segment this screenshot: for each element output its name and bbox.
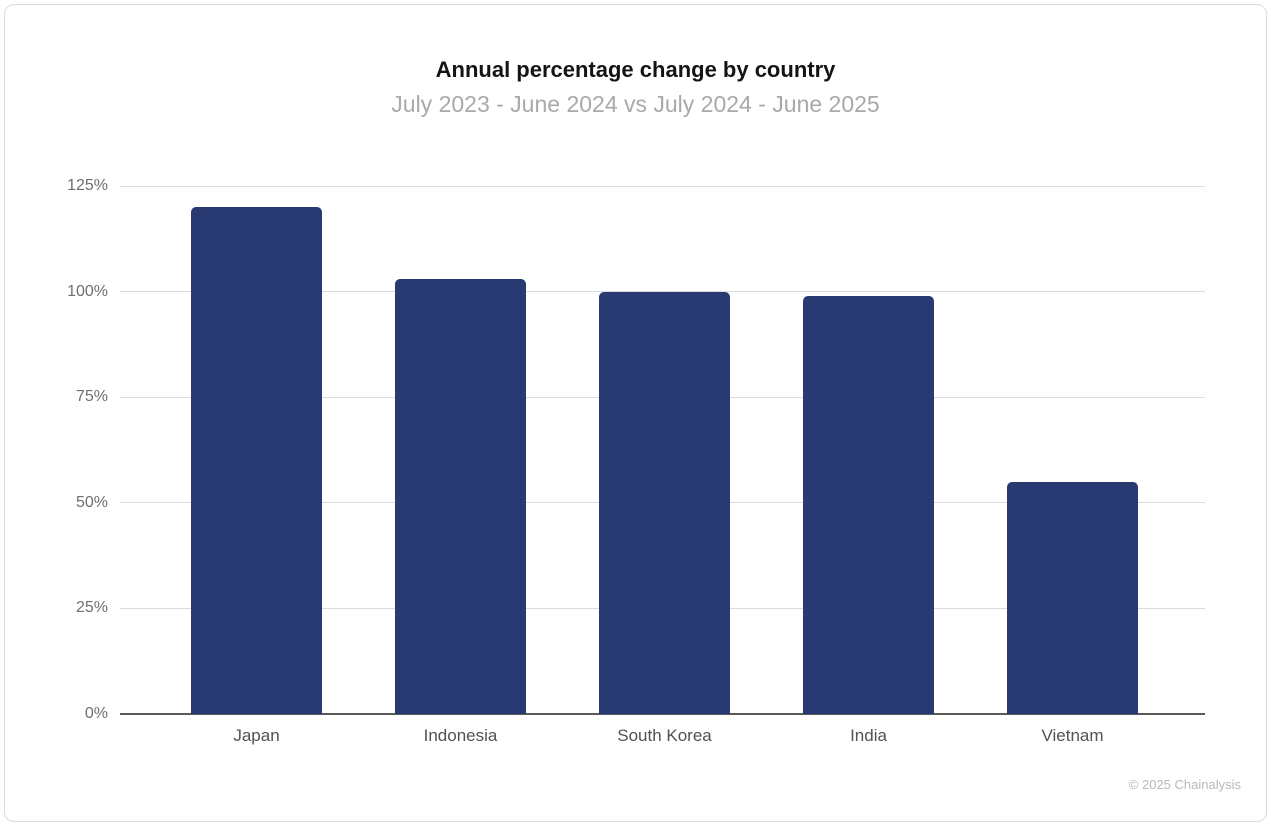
bar-vietnam[interactable] [1007,481,1138,714]
x-category-label: Indonesia [423,726,498,745]
chart-title: Annual percentage change by country [435,57,836,82]
x-category-label: South Korea [617,726,712,745]
x-category-label: Japan [233,726,280,745]
y-tick-label: 100% [67,282,108,300]
bar-japan[interactable] [191,207,322,714]
x-category-label: Vietnam [1041,726,1104,745]
gridline [120,291,1205,293]
y-tick-label: 50% [75,493,108,511]
copyright-credit: © 2025 Chainalysis [1128,777,1241,792]
x-axis-line [120,713,1205,715]
y-tick-label: 75% [75,388,108,406]
y-tick-label: 125% [67,177,108,194]
bar-india[interactable] [803,295,934,714]
bar-south-korea[interactable] [599,291,730,714]
y-tick-label: 25% [75,599,108,617]
chart-subtitle: July 2023 - June 2024 vs July 2024 - Jun… [391,91,880,117]
x-category-label: India [850,726,887,745]
plot-area: 0% 25% 50% 75% 100% 125% Japan Indonesia South K… [67,177,1205,745]
gridline [120,185,1205,187]
y-tick-label: 0% [84,705,108,722]
bar-indonesia[interactable] [395,278,526,714]
